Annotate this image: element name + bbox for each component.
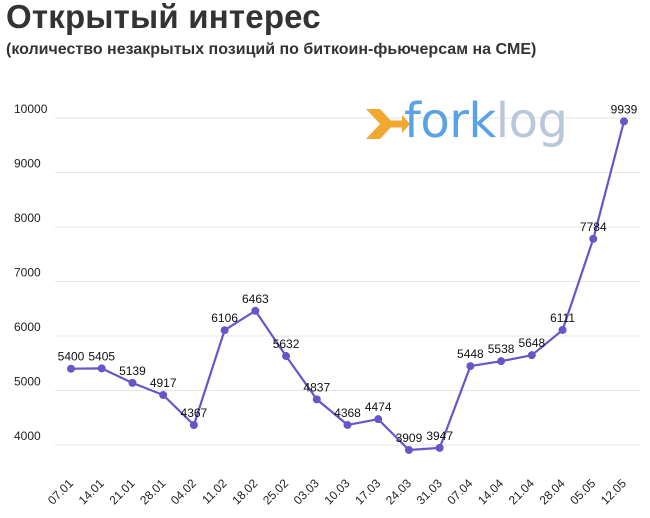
- y-tick-label: 7000: [14, 266, 41, 280]
- data-label: 5648: [518, 336, 545, 350]
- data-point: [128, 378, 137, 387]
- x-tick-label: 10.03: [321, 476, 352, 507]
- data-point: [435, 443, 444, 452]
- y-tick-label: 6000: [14, 320, 41, 334]
- y-tick-label: 5000: [14, 375, 41, 389]
- data-label: 5139: [119, 364, 146, 378]
- data-point: [67, 364, 75, 373]
- x-tick-label: 21.01: [106, 476, 137, 507]
- x-tick-label: 28.04: [537, 476, 568, 507]
- data-label: 4368: [334, 406, 361, 420]
- x-tick-label: 14.04: [475, 476, 506, 507]
- data-label: 7784: [580, 220, 607, 234]
- data-point: [159, 391, 168, 400]
- data-label: 6106: [211, 311, 238, 325]
- data-point: [497, 357, 506, 366]
- data-points: [67, 117, 628, 454]
- data-point: [558, 325, 567, 334]
- x-tick-label: 25.02: [260, 476, 291, 507]
- data-label: 4837: [303, 380, 330, 394]
- logo-text-log: log: [495, 93, 568, 149]
- x-tick-label: 12.05: [598, 476, 629, 507]
- x-tick-label: 17.03: [352, 476, 383, 507]
- data-label: 5632: [273, 337, 300, 351]
- data-point: [343, 420, 352, 429]
- data-point: [282, 352, 291, 361]
- x-tick-label: 24.03: [383, 476, 414, 507]
- data-point: [466, 362, 475, 371]
- chart-subtitle: (количество незакрытых позиций по биткои…: [6, 41, 537, 58]
- data-point: [312, 395, 321, 404]
- x-tick-label: 11.02: [199, 476, 230, 507]
- data-label: 6111: [550, 311, 575, 325]
- data-point: [220, 326, 229, 335]
- data-label: 3947: [426, 429, 453, 443]
- x-tick-label: 07.04: [444, 476, 475, 507]
- y-axis-ticks: 4000 5000 6000 7000 8000 9000 10000: [14, 102, 48, 443]
- forklog-wordmark: forklog: [404, 93, 568, 149]
- x-tick-label: 14.01: [76, 476, 107, 507]
- data-point: [589, 234, 598, 243]
- data-label: 3909: [396, 431, 423, 445]
- data-point: [620, 117, 628, 126]
- data-label: 5448: [457, 347, 484, 361]
- x-tick-label: 04.02: [168, 476, 199, 507]
- x-tick-label: 28.01: [137, 476, 168, 507]
- data-point: [527, 351, 536, 360]
- data-label: 4474: [365, 400, 392, 414]
- x-tick-label: 18.02: [229, 476, 260, 507]
- data-label: 9939: [611, 102, 638, 116]
- data-label: 5405: [88, 349, 115, 363]
- data-label: 5400: [58, 350, 85, 364]
- data-labels: 5400 5405 5139 4917 4367 6106 6463 5632 4837 4368…: [58, 102, 638, 445]
- logo-text-fork: fork: [404, 93, 496, 149]
- data-point: [97, 364, 106, 373]
- y-tick-label: 9000: [14, 157, 41, 171]
- series-line: [70, 121, 626, 452]
- y-tick-label: 4000: [14, 429, 41, 443]
- data-label: 6463: [242, 292, 269, 306]
- data-label: 4367: [181, 406, 208, 420]
- x-tick-label: 31.03: [414, 476, 445, 507]
- data-point: [189, 420, 198, 429]
- data-label: 4917: [150, 376, 177, 390]
- data-label: 5538: [488, 342, 515, 356]
- grid-lines: [55, 117, 640, 446]
- chart-title: Открытый интерес: [6, 0, 321, 35]
- data-point: [251, 306, 260, 315]
- x-tick-label: 21.04: [506, 476, 537, 507]
- x-axis-ticks: 07.01 14.01 21.01 28.01 04.02 11.02 18.02 25.02…: [45, 476, 629, 507]
- x-tick-label: 07.01: [45, 476, 76, 507]
- y-tick-label: 8000: [14, 211, 41, 225]
- x-tick-label: 05.05: [567, 476, 598, 507]
- data-point: [374, 415, 383, 424]
- forklog-arrow-icon: [366, 109, 410, 139]
- y-tick-label: 10000: [14, 102, 48, 116]
- forklog-logo: forklog: [360, 93, 575, 151]
- x-tick-label: 03.03: [291, 476, 322, 507]
- data-point: [404, 445, 413, 454]
